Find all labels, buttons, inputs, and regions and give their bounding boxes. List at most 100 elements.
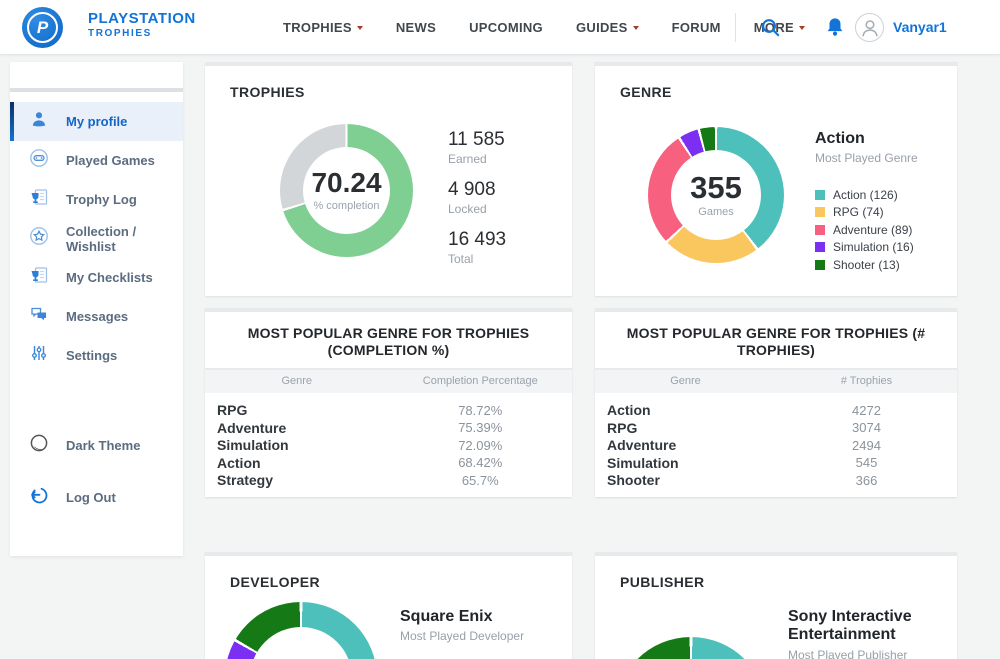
- dropdown-caret-icon: [356, 26, 363, 30]
- notifications-bell-icon[interactable]: [824, 16, 846, 43]
- sidebar-item-my-profile[interactable]: My profile: [10, 102, 183, 141]
- completion-table-title: MOST POPULAR GENRE FOR TROPHIES (COMPLET…: [247, 325, 530, 358]
- stat-locked: 4 908 Locked: [448, 179, 506, 216]
- games-count-label: Games: [698, 206, 734, 218]
- genre-card: GENRE 355 Games Action Most Played Genre…: [595, 62, 957, 296]
- trophy-log-icon: [29, 187, 49, 212]
- legend-item: RPG (74): [815, 204, 914, 222]
- most-played-publisher: Sony Interactive Entertainment Most Play…: [788, 608, 953, 659]
- nav-forum[interactable]: FORUM: [672, 20, 721, 35]
- developer-card: DEVELOPER Square Enix Most Played Develo…: [205, 552, 572, 659]
- sidebar-divider: [10, 88, 183, 92]
- genre-cell: Simulation: [217, 437, 289, 454]
- most-played-developer-caption: Most Played Developer: [400, 629, 525, 644]
- sidebar-item-trophy-log[interactable]: Trophy Log: [10, 180, 183, 219]
- genre-card-title: GENRE: [620, 84, 672, 100]
- search-icon[interactable]: [760, 17, 781, 43]
- legend-swatch: [815, 259, 825, 270]
- table-row: RPG 78.72%: [205, 402, 572, 420]
- sidebar-item-collection-wishlist[interactable]: Collection / Wishlist: [10, 219, 183, 258]
- completion-table-card: MOST POPULAR GENRE FOR TROPHIES (COMPLET…: [205, 308, 572, 497]
- sidebar-footer: Dark Theme Log Out: [10, 426, 183, 530]
- stat-earned: 11 585 Earned: [448, 129, 506, 166]
- value-cell: 2494: [852, 437, 881, 453]
- star-icon: [29, 226, 49, 251]
- sidebar-item-messages[interactable]: Messages: [10, 297, 183, 336]
- sidebar-item-label: Messages: [66, 309, 129, 324]
- total-label: Total: [448, 252, 474, 266]
- table-body: Action 4272 RPG 3074 Adventure 2494 Simulat…: [595, 393, 957, 490]
- logout-button[interactable]: Log Out: [10, 478, 183, 517]
- column-header-genre: Genre: [281, 375, 313, 388]
- column-header-genre: Genre: [670, 375, 701, 388]
- legend-label: Action (126): [833, 187, 898, 202]
- genre-cell: Shooter: [607, 472, 660, 489]
- publisher-donut-chart: [615, 637, 767, 659]
- column-header-completion: Completion Percentage: [422, 375, 538, 388]
- sidebar-item-my-checklists[interactable]: My Checklists: [10, 258, 183, 297]
- sidebar-item-label: My profile: [66, 114, 128, 129]
- locked-label: Locked: [448, 202, 487, 216]
- site-logo[interactable]: P: [22, 7, 63, 48]
- header-separator: [735, 13, 736, 42]
- brand-line1: PLAYSTATION: [88, 10, 196, 27]
- top-navbar: P PLAYSTATION TROPHIES TROPHIES NEWS UPC…: [0, 0, 1000, 55]
- trophies-card-title: TROPHIES: [230, 84, 305, 100]
- trophies-completion-donut-chart: 70.24 % completion: [280, 124, 413, 257]
- nav-trophies[interactable]: TROPHIES: [283, 20, 363, 35]
- donut-center-label: 70.24 % completion: [280, 124, 413, 257]
- legend-label: RPG (74): [833, 205, 884, 220]
- trophy-count-table-title: MOST POPULAR GENRE FOR TROPHIES (# TROPH…: [626, 325, 926, 358]
- table-body: RPG 78.72% Adventure 75.39% Simulation 72.0…: [205, 393, 572, 490]
- most-played-developer-name: Square Enix: [400, 608, 493, 625]
- profile-sidebar: My profile Played Games Trophy Log Colle…: [10, 62, 183, 556]
- legend-swatch: [815, 207, 825, 218]
- nav-forum-label: FORUM: [671, 20, 721, 35]
- logout-icon: [29, 485, 49, 510]
- dropdown-caret-icon: [799, 26, 805, 30]
- donut-center-label: 355 Games: [648, 127, 784, 263]
- active-indicator: [10, 102, 14, 141]
- locked-value: 4 908: [448, 179, 496, 200]
- trophies-card: TROPHIES 70.24 % completion 11 585 Earne…: [205, 62, 572, 296]
- nav-guides[interactable]: GUIDES: [576, 20, 639, 35]
- most-played-genre: Action Most Played Genre: [815, 130, 918, 165]
- earned-label: Earned: [448, 152, 487, 166]
- table-row: Shooter 366: [595, 472, 957, 490]
- stat-total: 16 493 Total: [448, 229, 506, 266]
- total-value: 16 493: [448, 229, 507, 250]
- completion-percentage-value: 70.24: [311, 167, 382, 198]
- genre-cell: Adventure: [217, 419, 287, 436]
- nav-upcoming[interactable]: UPCOMING: [469, 20, 543, 35]
- developer-card-title: DEVELOPER: [230, 574, 320, 590]
- most-played-genre-name: Action: [815, 130, 865, 147]
- publisher-card: PUBLISHER Sony Interactive Entertainment…: [595, 552, 957, 659]
- genre-cell: Action: [217, 454, 261, 471]
- user-avatar[interactable]: [855, 13, 884, 42]
- completion-percentage-label: % completion: [313, 200, 380, 212]
- legend-item: Adventure (89): [815, 221, 914, 239]
- user-icon: [29, 109, 49, 134]
- dark-theme-toggle[interactable]: Dark Theme: [10, 426, 183, 465]
- table-row: Adventure 75.39%: [205, 419, 572, 437]
- publisher-card-title: PUBLISHER: [620, 574, 705, 590]
- nav-news[interactable]: NEWS: [396, 20, 436, 35]
- legend-label: Adventure (89): [833, 222, 913, 237]
- sidebar-item-played-games[interactable]: Played Games: [10, 141, 183, 180]
- genre-cell: Adventure: [607, 437, 677, 454]
- theme-moon-icon: [29, 433, 49, 458]
- sidebar-item-settings[interactable]: Settings: [10, 336, 183, 375]
- username-link[interactable]: Vanyar1: [893, 19, 947, 35]
- legend-label: Shooter (13): [833, 257, 900, 272]
- value-cell: 65.7%: [461, 472, 499, 488]
- brand-name[interactable]: PLAYSTATION TROPHIES: [88, 10, 196, 38]
- sidebar-item-label: Settings: [66, 348, 118, 363]
- settings-sliders-icon: [29, 343, 49, 368]
- developer-donut-chart: [225, 602, 377, 659]
- value-cell: 78.72%: [458, 402, 503, 418]
- genre-cell: Simulation: [607, 454, 679, 471]
- sidebar-item-label: Collection / Wishlist: [66, 223, 137, 254]
- legend-swatch: [815, 189, 825, 200]
- legend-label: Simulation (16): [833, 240, 914, 255]
- checklist-icon: [29, 265, 49, 290]
